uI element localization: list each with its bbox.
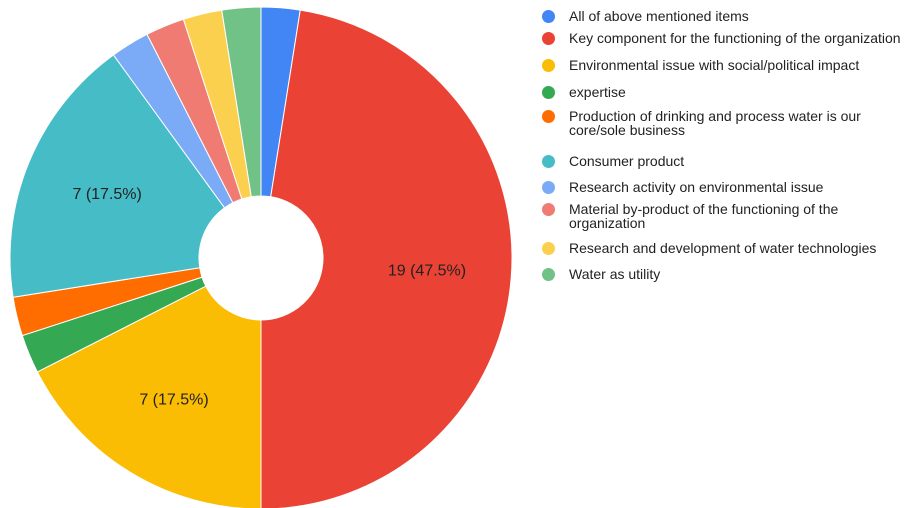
legend-item[interactable]: Water as utility: [542, 265, 924, 287]
legend-swatch: [542, 86, 555, 99]
legend-swatch: [542, 32, 555, 45]
legend-item[interactable]: Research activity on environmental issue: [542, 178, 924, 200]
legend-swatch: [542, 203, 555, 216]
legend-label: expertise: [569, 84, 626, 100]
legend-swatch: [542, 268, 555, 281]
chart-legend: All of above mentioned items Key compone…: [542, 7, 924, 287]
slice-data-label: 19 (47.5%): [388, 263, 466, 280]
legend-swatch: [542, 242, 555, 255]
legend-swatch: [542, 59, 555, 72]
legend-label: Research activity on environmental issue: [569, 179, 824, 195]
legend-label: All of above mentioned items: [569, 8, 749, 24]
pie-slice[interactable]: [9, 54, 226, 298]
slice-data-label: 7 (17.5%): [139, 391, 208, 408]
legend-item[interactable]: All of above mentioned items: [542, 7, 924, 29]
legend-item[interactable]: Research and development of water techno…: [542, 239, 924, 265]
slice-data-label: 7 (17.5%): [72, 186, 141, 203]
legend-label: Environmental issue with social/politica…: [569, 57, 860, 73]
legend-swatch: [542, 10, 555, 23]
legend-swatch: [542, 155, 555, 168]
legend-label: Key component for the functioning of the…: [569, 30, 901, 46]
legend-item[interactable]: Key component for the functioning of the…: [542, 29, 924, 56]
legend-item[interactable]: Material by-product of the functioning o…: [542, 200, 924, 239]
pie-slice[interactable]: [36, 285, 262, 508]
legend-label: Material by-product of the functioning o…: [569, 201, 839, 231]
legend-label: Research and development of water techno…: [569, 240, 877, 256]
pie-slice[interactable]: [260, 9, 513, 508]
legend-item[interactable]: Environmental issue with social/politica…: [542, 56, 924, 83]
legend-label: Water as utility: [569, 266, 661, 282]
legend-swatch: [542, 181, 555, 194]
legend-item[interactable]: Consumer product: [542, 152, 924, 178]
pie-slice[interactable]: [221, 6, 262, 198]
legend-label: Consumer product: [569, 153, 685, 169]
legend-swatch: [542, 110, 555, 123]
legend-label: Production of drinking and process water…: [569, 108, 861, 138]
legend-item[interactable]: Production of drinking and process water…: [542, 107, 924, 152]
legend-item[interactable]: expertise: [542, 83, 924, 107]
